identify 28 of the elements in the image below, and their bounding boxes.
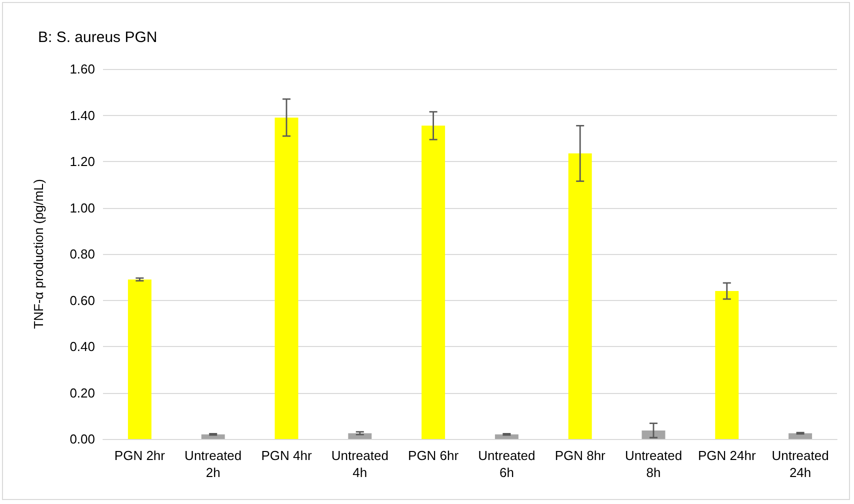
bar <box>568 153 592 439</box>
bar <box>274 118 298 439</box>
x-tick-label: PGN 6hr <box>408 448 460 463</box>
bar <box>715 291 739 439</box>
x-tick-label: Untreated 24h <box>772 448 829 480</box>
bar <box>128 279 152 439</box>
y-tick-label: 0.80 <box>70 246 95 262</box>
y-axis-title: TNF-α production (pg/mL) <box>31 179 46 329</box>
y-tick-label: 1.20 <box>70 154 95 169</box>
x-tick-label: Untreated 8h <box>624 448 682 480</box>
x-tick-label: PGN 2hr <box>114 448 166 463</box>
x-tick-label: PGN 24hr <box>698 448 756 463</box>
y-tick-label: 0.20 <box>70 385 95 400</box>
x-tick-label: Untreated 4h <box>331 448 388 480</box>
y-tick-label: 0.60 <box>70 292 95 308</box>
bar <box>348 433 372 439</box>
y-tick-label: 0.00 <box>70 432 95 446</box>
y-tick-label: 1.00 <box>70 200 95 216</box>
y-tick-label: 0.40 <box>70 339 95 354</box>
y-tick-label: 1.40 <box>70 108 95 123</box>
chart-title: B: S. aureus PGN <box>38 29 158 46</box>
bar <box>422 126 446 439</box>
bar <box>788 433 812 439</box>
x-tick-label: Untreated 2h <box>184 448 242 480</box>
x-tick-label: PGN 4hr <box>261 448 312 463</box>
x-tick-label: Untreated 6h <box>478 448 536 480</box>
y-tick-label: 1.60 <box>70 62 95 76</box>
x-tick-label: PGN 8hr <box>554 448 606 463</box>
